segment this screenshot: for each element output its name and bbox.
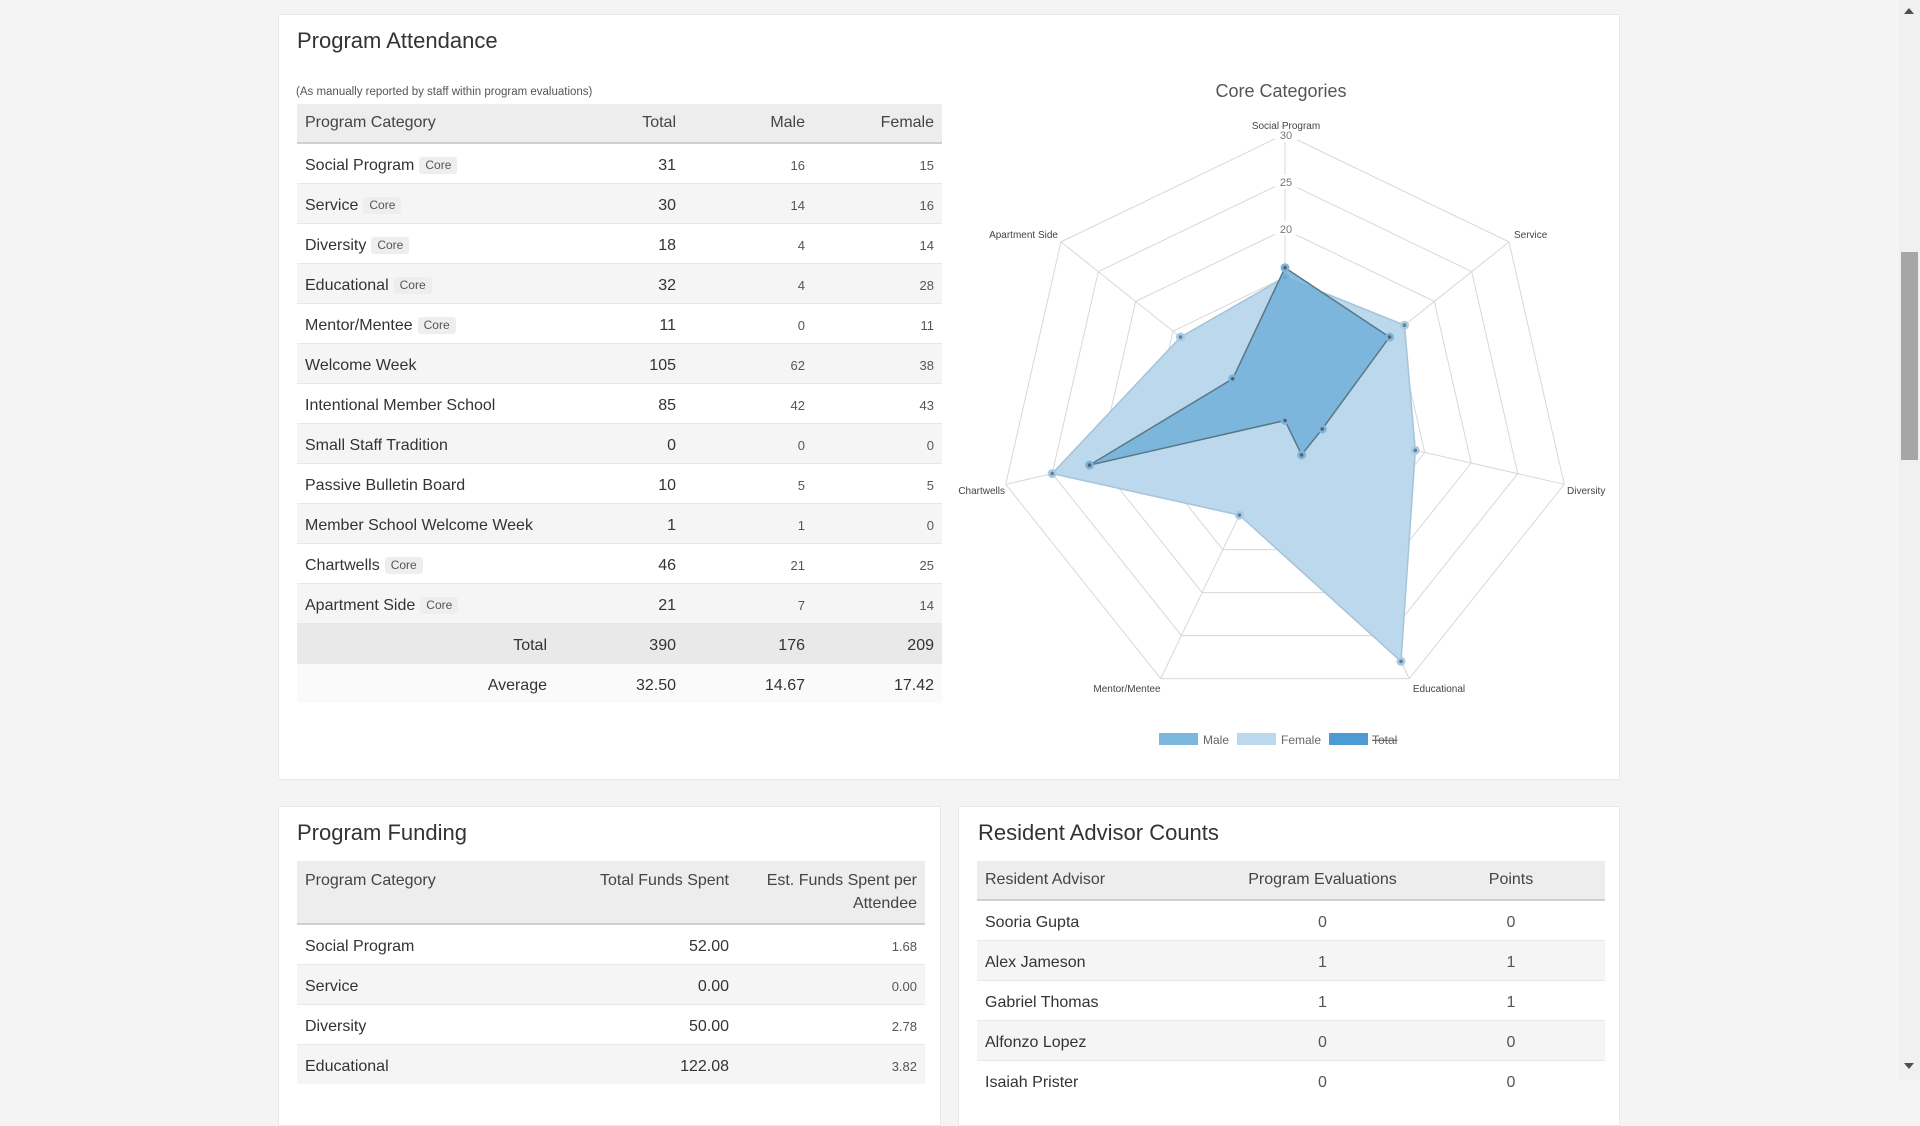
svg-text:20: 20 [1280, 224, 1292, 236]
svg-text:Service: Service [1514, 230, 1548, 241]
svg-text:30: 30 [1280, 130, 1292, 142]
svg-text:Core Categories: Core Categories [1215, 81, 1346, 101]
svg-text:Male: Male [1203, 733, 1229, 747]
svg-text:Social Program: Social Program [1252, 121, 1320, 132]
svg-text:Apartment Side: Apartment Side [989, 230, 1058, 241]
svg-text:25: 25 [1280, 177, 1292, 189]
svg-text:Educational: Educational [1413, 684, 1465, 695]
svg-text:Chartwells: Chartwells [958, 486, 1005, 497]
svg-text:Diversity: Diversity [1567, 486, 1605, 497]
svg-text:Mentor/Mentee: Mentor/Mentee [1093, 684, 1161, 695]
svg-text:Female: Female [1281, 733, 1321, 747]
svg-text:Total: Total [1372, 733, 1397, 747]
